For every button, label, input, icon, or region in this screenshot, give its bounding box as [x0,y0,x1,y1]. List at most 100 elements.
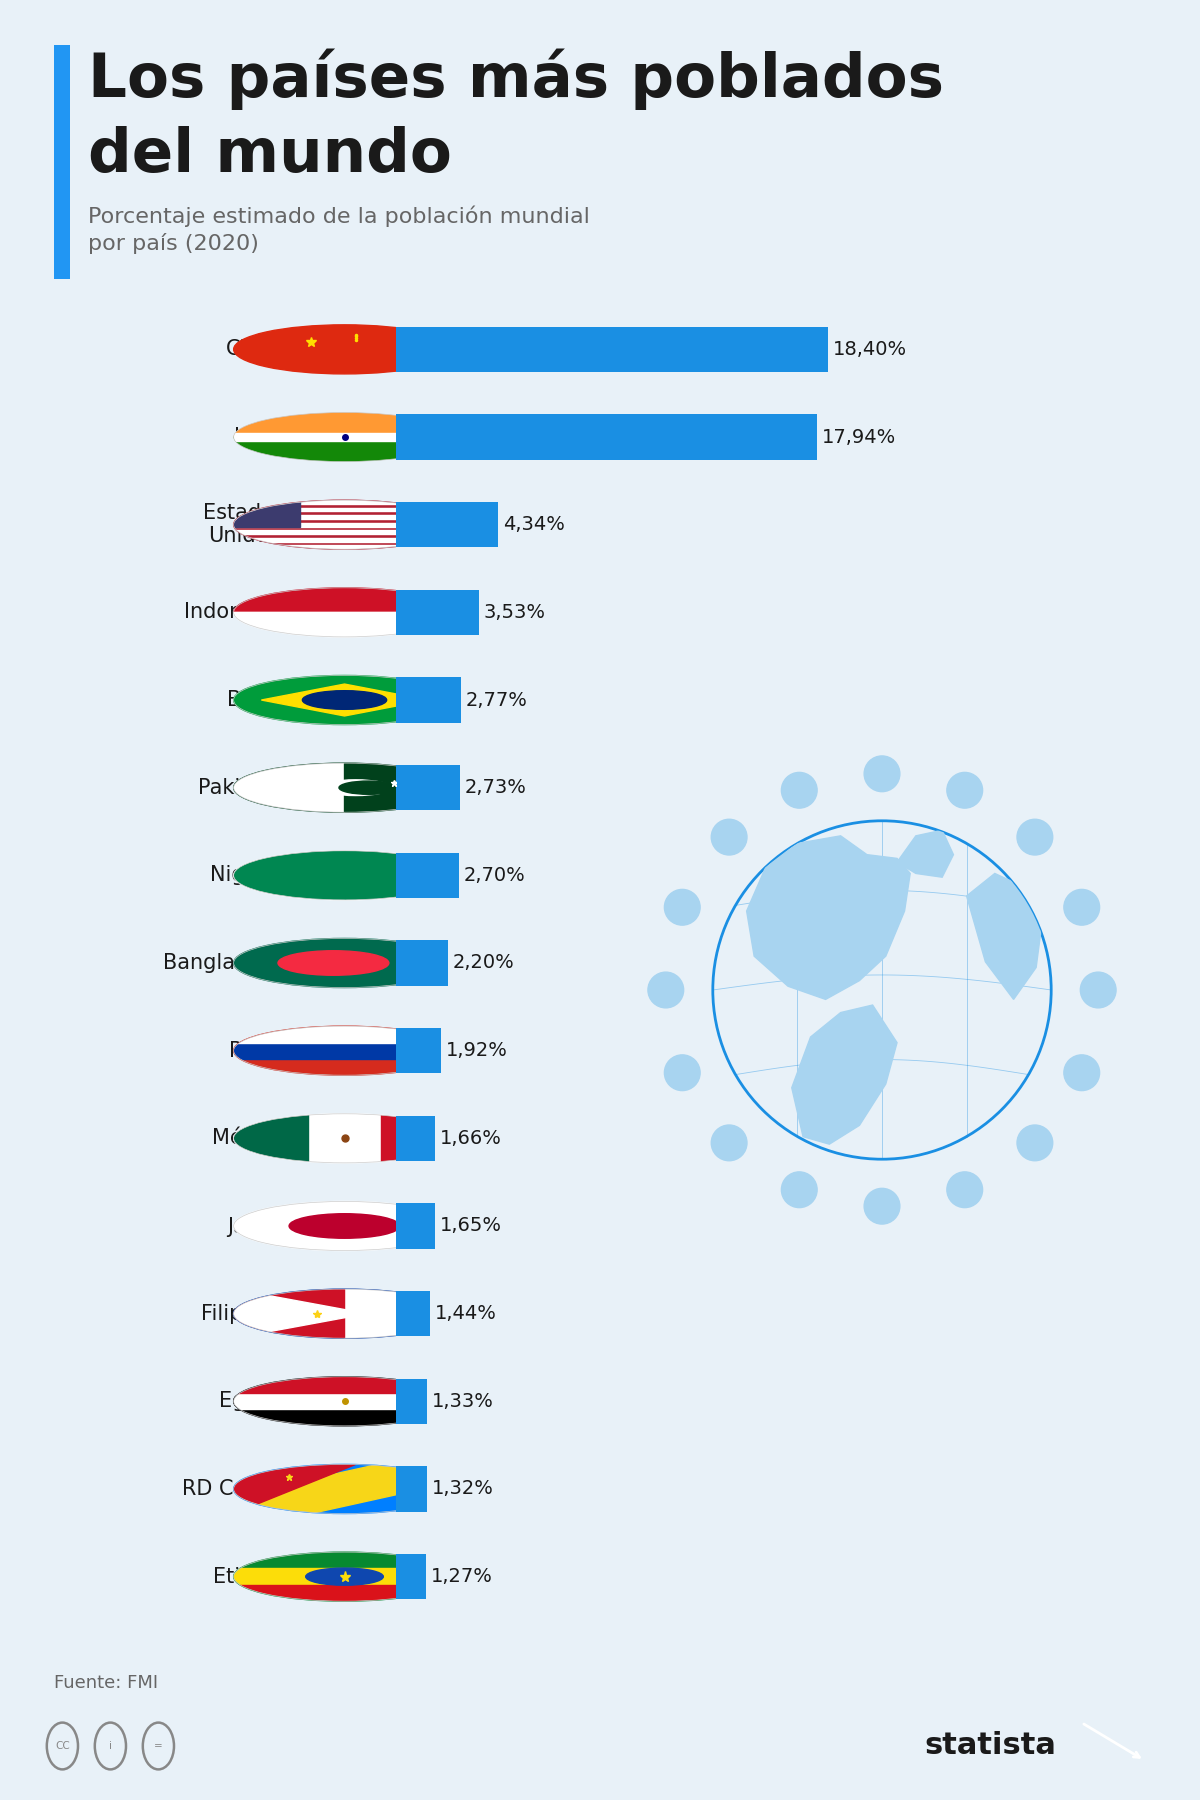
Bar [396,940,448,986]
Circle shape [289,1213,400,1238]
Text: 1,65%: 1,65% [439,1217,502,1235]
Circle shape [302,691,386,709]
Circle shape [781,772,817,808]
Text: Rusia: Rusia [229,1040,286,1060]
Wedge shape [234,612,456,637]
Circle shape [234,1026,456,1075]
Polygon shape [234,1465,456,1514]
Text: 1,66%: 1,66% [439,1129,502,1148]
Circle shape [234,851,456,900]
Circle shape [234,500,456,549]
Circle shape [665,889,700,925]
Text: Fuente: FMI: Fuente: FMI [54,1674,158,1692]
Text: i: i [109,1741,112,1751]
Text: Egipto: Egipto [218,1391,286,1411]
Bar [396,414,817,459]
Circle shape [712,1125,746,1161]
Wedge shape [344,1289,456,1337]
Text: Nigeria: Nigeria [210,866,286,886]
Text: RD Congo: RD Congo [181,1480,286,1499]
Text: 2,70%: 2,70% [464,866,526,886]
Circle shape [338,781,398,794]
Circle shape [278,950,389,976]
Text: 2,77%: 2,77% [466,691,528,709]
Wedge shape [234,1289,344,1337]
Bar [396,1379,427,1424]
Bar [396,677,461,724]
Bar [396,853,460,898]
FancyBboxPatch shape [234,1584,456,1602]
Text: 1,33%: 1,33% [432,1391,493,1411]
Polygon shape [234,1465,355,1514]
Text: Los países más poblados: Los países más poblados [88,49,943,110]
Text: Filipinas: Filipinas [202,1303,286,1323]
Text: 3,53%: 3,53% [484,603,546,621]
FancyBboxPatch shape [234,851,344,900]
FancyBboxPatch shape [234,531,456,535]
Polygon shape [262,684,427,716]
FancyBboxPatch shape [344,851,456,900]
Circle shape [234,1377,456,1426]
FancyBboxPatch shape [382,1114,456,1163]
FancyBboxPatch shape [234,1393,456,1409]
Bar [396,1291,430,1336]
Bar [396,1116,434,1161]
Text: 2,20%: 2,20% [452,954,514,972]
FancyBboxPatch shape [234,500,300,527]
FancyBboxPatch shape [234,1568,456,1584]
Wedge shape [344,763,456,812]
Circle shape [1080,972,1116,1008]
Circle shape [234,675,456,725]
Circle shape [665,1055,700,1091]
Text: statista: statista [924,1732,1056,1760]
Bar [396,1553,426,1600]
Text: 1,92%: 1,92% [445,1040,508,1060]
Text: 17,94%: 17,94% [822,428,896,446]
Wedge shape [234,763,344,812]
Circle shape [234,938,456,988]
Bar [396,590,479,635]
FancyBboxPatch shape [234,1026,456,1042]
Circle shape [320,779,391,796]
Polygon shape [746,835,911,999]
Circle shape [234,324,456,374]
Bar [396,502,498,547]
FancyBboxPatch shape [234,545,456,549]
Circle shape [1064,1055,1099,1091]
Wedge shape [234,437,456,461]
Wedge shape [234,412,456,437]
Text: 2,73%: 2,73% [464,778,527,797]
Circle shape [306,1568,383,1586]
Bar [396,326,828,373]
Text: Brasil: Brasil [227,689,286,709]
Text: 18,40%: 18,40% [833,340,907,358]
Text: 4,34%: 4,34% [503,515,564,535]
Circle shape [234,1201,456,1251]
Circle shape [947,772,983,808]
Circle shape [781,1172,817,1208]
Text: Estados
Unidos: Estados Unidos [203,502,286,545]
Bar [396,1202,434,1249]
FancyBboxPatch shape [234,522,456,527]
Bar [396,1467,427,1512]
Polygon shape [792,1004,898,1145]
Wedge shape [234,589,456,612]
Circle shape [864,756,900,792]
Text: México: México [212,1129,286,1148]
Text: Porcentaje estimado de la población mundial
por país (2020): Porcentaje estimado de la población mund… [88,205,589,254]
Circle shape [648,972,684,1008]
Circle shape [234,1114,456,1163]
FancyBboxPatch shape [234,1377,456,1393]
Circle shape [712,819,746,855]
Circle shape [1018,819,1052,855]
Polygon shape [898,830,954,877]
Text: 1,27%: 1,27% [431,1568,492,1586]
Text: India: India [234,427,286,446]
Text: 1,32%: 1,32% [432,1480,493,1498]
Text: China: China [226,340,286,360]
Text: Etiopía: Etiopía [214,1566,286,1588]
FancyBboxPatch shape [234,515,456,518]
Text: Bangladesh: Bangladesh [163,952,286,974]
FancyBboxPatch shape [234,1042,456,1058]
Polygon shape [234,1289,367,1337]
